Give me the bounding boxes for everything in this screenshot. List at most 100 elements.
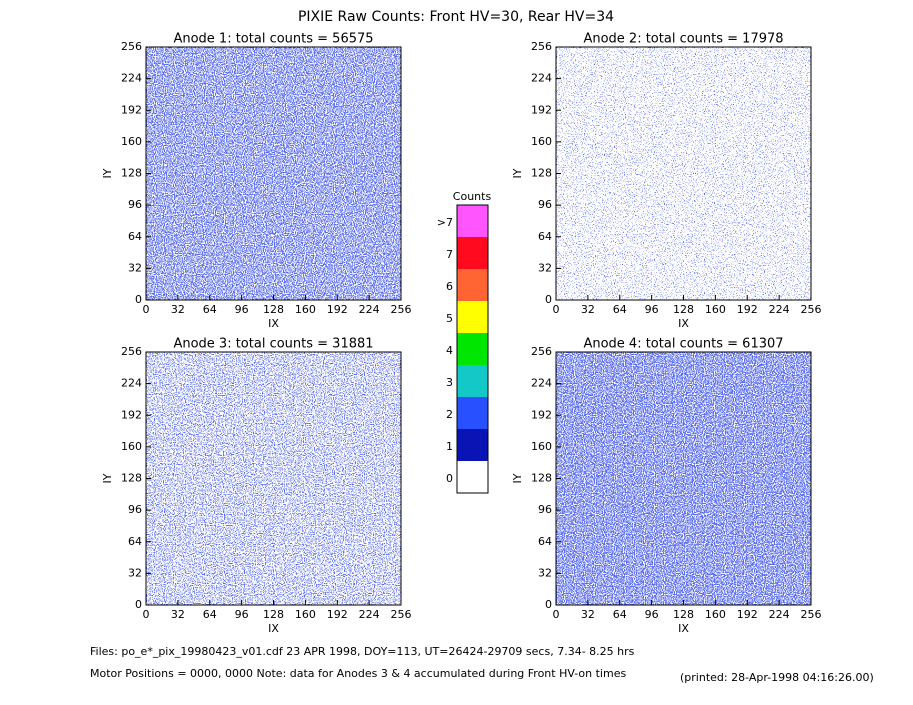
y-tick-label: 0 [545, 598, 552, 611]
y-tick-label: 160 [531, 440, 552, 453]
footer-motor: Motor Positions = 0000, 0000 Note: data … [90, 667, 626, 680]
colorbar-frame [456, 204, 489, 494]
y-tick-label: 32 [128, 566, 142, 579]
x-tick-label: 192 [327, 303, 348, 316]
y-tick-label: 64 [538, 230, 552, 243]
x-tick-label: 160 [705, 608, 726, 621]
y-tick-label: 128 [121, 167, 142, 180]
y-tick-label: 32 [538, 566, 552, 579]
colorbar-label: 4 [446, 344, 453, 357]
x-tick-label: 256 [391, 608, 412, 621]
colorbar-label: 2 [446, 408, 453, 421]
y-tick-label: 128 [531, 472, 552, 485]
colorbar-swatch [457, 205, 488, 237]
heatmap-texture [146, 352, 401, 605]
y-tick-label: 256 [121, 40, 142, 53]
y-tick-label: 96 [538, 198, 552, 211]
x-tick-label: 224 [769, 608, 790, 621]
x-tick-label: 32 [581, 303, 595, 316]
y-axis-label: IY [511, 473, 524, 483]
colorbar-swatch [457, 429, 488, 461]
x-tick-label: 256 [801, 608, 822, 621]
panel-title: Anode 2: total counts = 17978 [583, 32, 783, 47]
y-tick-label: 192 [121, 408, 142, 421]
y-tick-label: 64 [538, 535, 552, 548]
y-tick-label: 64 [128, 535, 142, 548]
y-tick-label: 192 [531, 408, 552, 421]
colorbar-swatch [457, 397, 488, 429]
colorbar-label: 0 [446, 472, 453, 485]
y-tick-label: 160 [531, 135, 552, 148]
footer-files: Files: po_e*_pix_19980423_v01.cdf 23 APR… [90, 645, 635, 658]
y-tick-label: 96 [538, 503, 552, 516]
x-tick-label: 96 [645, 303, 659, 316]
colorbar-label: 3 [446, 376, 453, 389]
y-tick-label: 64 [128, 230, 142, 243]
x-tick-label: 160 [295, 303, 316, 316]
colorbar-swatch [457, 365, 488, 397]
panel-title: Anode 4: total counts = 61307 [583, 337, 783, 352]
x-tick-label: 128 [673, 303, 694, 316]
x-tick-label: 96 [645, 608, 659, 621]
x-tick-label: 64 [203, 608, 217, 621]
x-tick-label: 192 [737, 303, 758, 316]
x-tick-label: 224 [769, 303, 790, 316]
x-tick-label: 128 [263, 608, 284, 621]
y-tick-label: 160 [121, 135, 142, 148]
y-tick-label: 224 [121, 377, 142, 390]
y-tick-label: 192 [121, 103, 142, 116]
y-tick-label: 96 [128, 198, 142, 211]
colorbar-swatch [457, 301, 488, 333]
x-tick-label: 32 [171, 303, 185, 316]
footer-printed: (printed: 28-Apr-1998 04:16:26.00) [680, 671, 874, 684]
y-tick-label: 32 [538, 261, 552, 274]
x-tick-label: 0 [553, 303, 560, 316]
heatmap-texture [146, 47, 401, 300]
colorbar-swatch [457, 461, 488, 493]
x-tick-label: 0 [553, 608, 560, 621]
heatmap-texture [556, 47, 811, 300]
x-axis-label: IX [268, 317, 279, 330]
colorbar-label: 5 [446, 312, 453, 325]
x-tick-label: 64 [613, 608, 627, 621]
y-tick-label: 192 [531, 103, 552, 116]
colorbar-title: Counts [453, 190, 492, 203]
colorbar-swatch [457, 269, 488, 301]
colorbar-swatch [457, 237, 488, 269]
x-tick-label: 128 [673, 608, 694, 621]
y-tick-label: 256 [531, 40, 552, 53]
y-tick-label: 160 [121, 440, 142, 453]
colorbar-swatch [457, 333, 488, 365]
y-tick-label: 224 [531, 377, 552, 390]
y-tick-label: 0 [545, 293, 552, 306]
y-axis-label: IY [101, 473, 114, 483]
x-tick-label: 256 [391, 303, 412, 316]
y-axis-label: IY [101, 168, 114, 178]
panel-title: Anode 1: total counts = 56575 [173, 32, 373, 47]
y-tick-label: 128 [531, 167, 552, 180]
x-tick-label: 192 [737, 608, 758, 621]
heatmap-texture [556, 352, 811, 605]
x-tick-label: 256 [801, 303, 822, 316]
x-tick-label: 160 [705, 303, 726, 316]
y-tick-label: 128 [121, 472, 142, 485]
x-tick-label: 96 [235, 608, 249, 621]
colorbar-label: 6 [446, 280, 453, 293]
x-axis-label: IX [678, 622, 689, 635]
y-tick-label: 96 [128, 503, 142, 516]
x-tick-label: 32 [171, 608, 185, 621]
y-tick-label: 224 [121, 72, 142, 85]
y-tick-label: 0 [135, 598, 142, 611]
x-tick-label: 128 [263, 303, 284, 316]
colorbar-label: >7 [437, 216, 453, 229]
x-tick-label: 64 [203, 303, 217, 316]
panel-title: Anode 3: total counts = 31881 [173, 337, 373, 352]
x-tick-label: 0 [143, 303, 150, 316]
y-tick-label: 256 [121, 345, 142, 358]
x-axis-label: IX [678, 317, 689, 330]
x-tick-label: 224 [359, 303, 380, 316]
colorbar-label: 1 [446, 440, 453, 453]
colorbar-label: 7 [446, 248, 453, 261]
y-axis-label: IY [511, 168, 524, 178]
